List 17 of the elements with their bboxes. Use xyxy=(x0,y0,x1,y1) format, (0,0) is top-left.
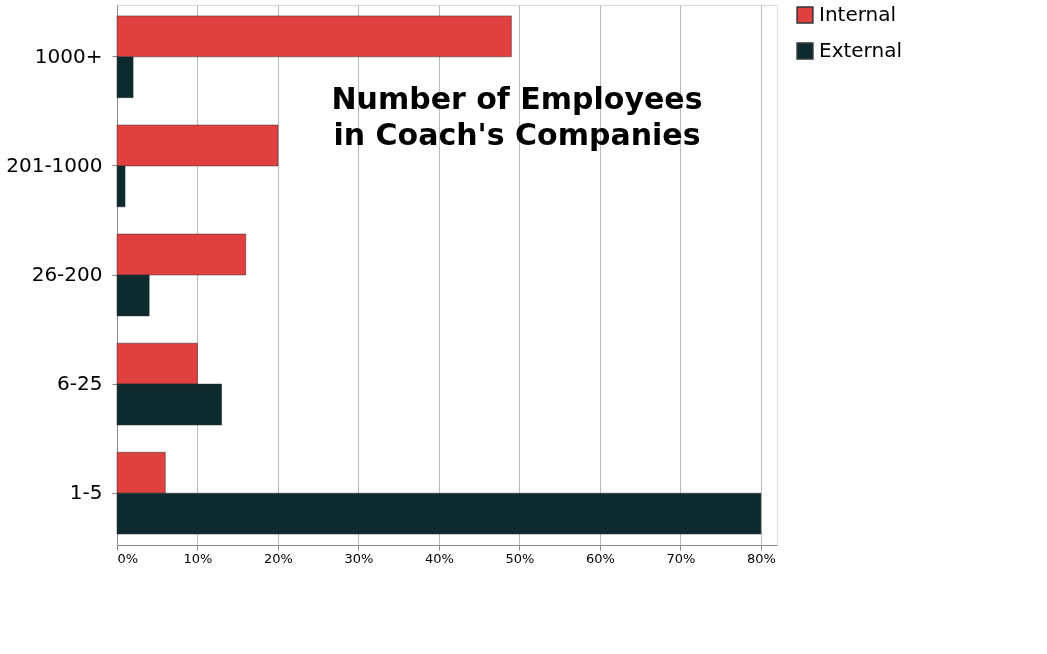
x-tick-label: 0% xyxy=(117,550,139,566)
x-tick-label: 40% xyxy=(425,550,454,566)
x-tick-label: 70% xyxy=(666,550,696,566)
y-tick-label: 1-5 xyxy=(69,480,103,505)
x-tick-label: 30% xyxy=(344,550,374,566)
y-tick-label: 1000+ xyxy=(34,43,103,68)
y-tick-label: 201-1000 xyxy=(6,152,103,177)
legend-label: External xyxy=(819,38,902,62)
x-tick-label: 50% xyxy=(505,550,535,566)
x-tick-label: 60% xyxy=(585,550,615,566)
legend-label: Internal xyxy=(819,2,897,26)
x-tick-label: 10% xyxy=(183,550,213,566)
text: Number of Employees in Coach's Companies xyxy=(331,81,703,152)
y-tick-label: 6-25 xyxy=(57,371,103,396)
x-tick-label: 80% xyxy=(746,550,776,566)
x-tick-label: 20% xyxy=(264,550,293,566)
y-tick-label: 26-200 xyxy=(31,262,103,286)
